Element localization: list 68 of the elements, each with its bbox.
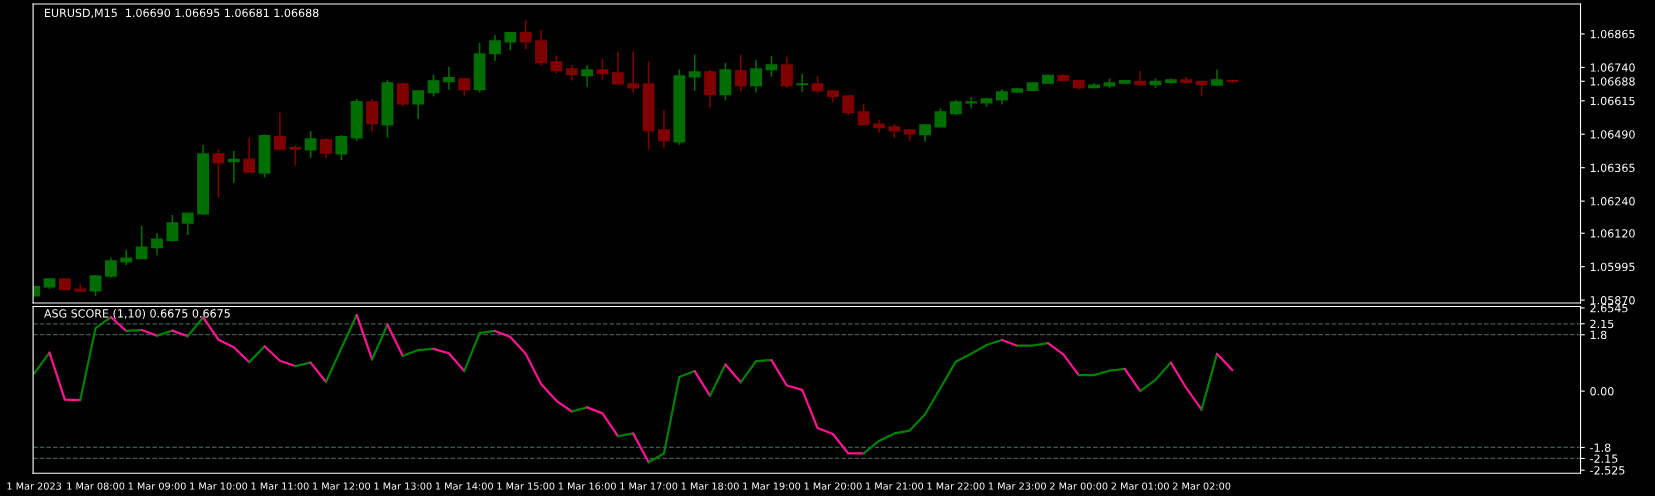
y-tick-label: 1.06240 bbox=[1590, 197, 1635, 206]
candlestick bbox=[842, 94, 855, 117]
candlestick bbox=[212, 148, 225, 199]
chart-title: ASG SCORE (1,10) 0.6675 0.6675 bbox=[44, 309, 230, 319]
x-tick-label: 2 Mar 01:00 bbox=[1111, 482, 1169, 490]
y-tick-label: 1.06120 bbox=[1590, 229, 1635, 238]
y-tick-label: 1.06490 bbox=[1590, 130, 1635, 139]
line-series bbox=[862, 338, 1004, 455]
candlestick bbox=[243, 137, 256, 173]
x-tick-label: 2 Mar 02:00 bbox=[1172, 482, 1231, 490]
candlestick bbox=[688, 53, 701, 92]
x-tick-label: 1 Mar 20:00 bbox=[804, 482, 862, 490]
line-series bbox=[493, 329, 573, 413]
x-tick-label: 1 Mar 17:00 bbox=[620, 482, 678, 490]
candlestick bbox=[1180, 76, 1193, 85]
x-tick-label: 1 Mar 13:00 bbox=[374, 482, 432, 490]
candlestick bbox=[1164, 77, 1177, 85]
x-tick-label: 1 Mar 16:00 bbox=[558, 482, 616, 490]
line-series bbox=[770, 358, 865, 455]
y-tick-label: 1.06865 bbox=[1590, 29, 1635, 39]
candlestick bbox=[350, 97, 363, 142]
candlestick bbox=[796, 73, 809, 93]
candlestick bbox=[74, 282, 87, 293]
y-tick-label: 1.05995 bbox=[1590, 262, 1635, 272]
x-tick-label: 1 Mar 09:00 bbox=[128, 482, 186, 490]
line-series bbox=[647, 369, 696, 464]
x-tick-label: 1 Mar 2023 bbox=[7, 482, 62, 490]
x-tick-label: 1 Mar 11:00 bbox=[251, 482, 309, 490]
candlestick bbox=[519, 19, 532, 50]
x-tick-label: 2 Mar 00:00 bbox=[1050, 482, 1108, 490]
x-tick-label: 1 Mar 14:00 bbox=[435, 482, 493, 490]
candlestick bbox=[673, 68, 686, 146]
candlestick bbox=[857, 103, 870, 126]
x-tick-label: 1 Mar 12:00 bbox=[313, 482, 371, 490]
y-tick-label: -2.15 bbox=[1590, 454, 1618, 463]
x-tick-label: 1 Mar 08:00 bbox=[67, 482, 125, 490]
candlestick bbox=[289, 144, 302, 167]
candlestick bbox=[166, 214, 179, 243]
y-tick-label: 1.06615 bbox=[1590, 96, 1635, 106]
candlestick bbox=[135, 225, 148, 260]
x-tick-label: 1 Mar 23:00 bbox=[988, 482, 1046, 490]
y-tick-label: 1.06365 bbox=[1590, 163, 1635, 173]
candlestick bbox=[473, 42, 486, 94]
x-tick-label: 1 Mar 18:00 bbox=[681, 482, 739, 490]
candlestick bbox=[504, 31, 517, 52]
x-tick-label: 1 Mar 19:00 bbox=[743, 482, 801, 490]
candlestick bbox=[719, 62, 732, 102]
candlestick bbox=[181, 212, 194, 236]
x-tick-label: 1 Mar 10:00 bbox=[190, 482, 248, 490]
y-tick-label: 1.06688 bbox=[1590, 77, 1635, 86]
y-tick-label: 1.06740 bbox=[1590, 63, 1635, 72]
x-tick-label: 1 Mar 21:00 bbox=[866, 482, 924, 490]
line-series bbox=[201, 316, 251, 364]
y-tick-label: 1.05870 bbox=[1590, 296, 1635, 305]
x-tick-label: 1 Mar 15:00 bbox=[497, 482, 555, 490]
y-tick-label: -1.8 bbox=[1590, 443, 1611, 452]
candlestick bbox=[335, 134, 348, 161]
y-tick-label: -2.525 bbox=[1590, 466, 1625, 475]
candlestick bbox=[642, 60, 655, 151]
y-tick-label: 1.8 bbox=[1590, 330, 1607, 340]
candlestick bbox=[1211, 68, 1223, 87]
y-tick-label: 2.6545 bbox=[1590, 303, 1628, 313]
chart-title: EURUSD,M15 1.06690 1.06695 1.06681 1.06688 bbox=[45, 8, 319, 19]
candlestick bbox=[304, 130, 317, 159]
y-tick-label: 2.15 bbox=[1590, 319, 1614, 329]
x-tick-label: 1 Mar 22:00 bbox=[927, 482, 985, 490]
y-tick-label: 0.00 bbox=[1590, 387, 1614, 396]
candlestick bbox=[1118, 79, 1131, 85]
